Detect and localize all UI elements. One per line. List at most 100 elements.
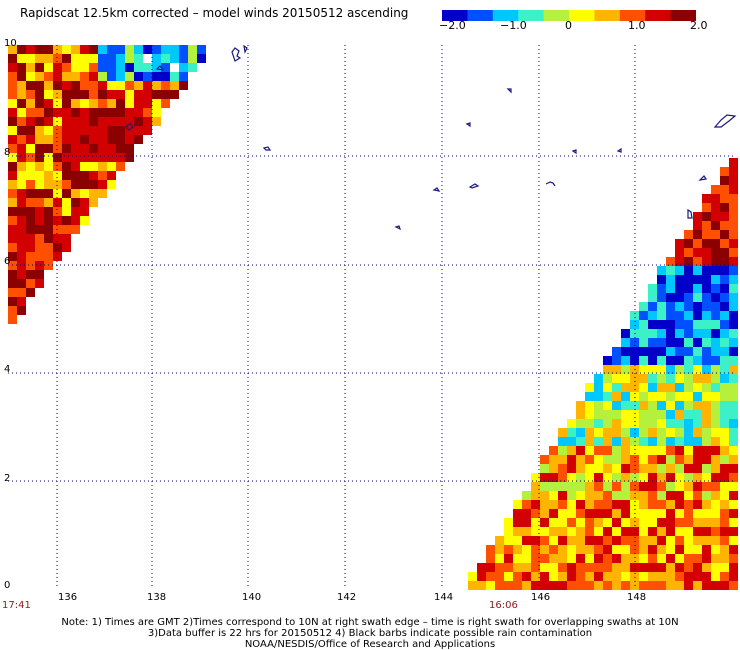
wind-cell bbox=[639, 455, 648, 464]
wind-cell bbox=[35, 54, 44, 63]
wind-cell bbox=[71, 99, 80, 108]
wind-cell bbox=[594, 491, 603, 500]
wind-cell bbox=[98, 189, 107, 198]
wind-cell bbox=[549, 545, 558, 554]
colorbar-segment bbox=[594, 10, 621, 21]
wind-cell bbox=[549, 563, 558, 572]
wind-cell bbox=[702, 581, 711, 590]
wind-cell bbox=[693, 311, 702, 320]
wind-cell bbox=[576, 428, 585, 437]
wind-cell bbox=[675, 302, 684, 311]
wind-cell bbox=[8, 99, 17, 108]
wind-cell bbox=[666, 311, 675, 320]
wind-cell bbox=[585, 572, 594, 581]
wind-cell bbox=[621, 464, 630, 473]
wind-cell bbox=[98, 126, 107, 135]
wind-cell bbox=[26, 81, 35, 90]
wind-cell bbox=[711, 437, 720, 446]
wind-cell bbox=[675, 284, 684, 293]
wind-cell bbox=[594, 473, 603, 482]
swath-time-label: 17:41 bbox=[2, 600, 31, 611]
wind-cell bbox=[62, 63, 71, 72]
wind-cell bbox=[197, 45, 206, 54]
wind-cell bbox=[35, 243, 44, 252]
wind-cell bbox=[684, 239, 693, 248]
wind-cell bbox=[711, 545, 720, 554]
wind-cell bbox=[486, 563, 495, 572]
wind-cell bbox=[522, 545, 531, 554]
wind-cell bbox=[648, 392, 657, 401]
wind-cell bbox=[504, 536, 513, 545]
wind-cell bbox=[702, 374, 711, 383]
wind-cell bbox=[549, 509, 558, 518]
wind-cell bbox=[62, 198, 71, 207]
wind-cell bbox=[62, 54, 71, 63]
wind-cell bbox=[711, 518, 720, 527]
wind-cell bbox=[53, 216, 62, 225]
wind-cell bbox=[89, 162, 98, 171]
wind-cell bbox=[44, 90, 53, 99]
wind-cell bbox=[585, 392, 594, 401]
wind-cell bbox=[639, 428, 648, 437]
wind-cell bbox=[594, 500, 603, 509]
wind-cell bbox=[116, 135, 125, 144]
wind-cell bbox=[675, 356, 684, 365]
colorbar-segment bbox=[467, 10, 494, 21]
wind-cell bbox=[152, 45, 161, 54]
wind-cell bbox=[648, 563, 657, 572]
wind-cell bbox=[675, 437, 684, 446]
wind-cell bbox=[720, 428, 729, 437]
wind-cell bbox=[657, 284, 666, 293]
wind-cell bbox=[125, 63, 134, 72]
wind-cell bbox=[8, 63, 17, 72]
wind-cell bbox=[720, 230, 729, 239]
wind-cell bbox=[8, 171, 17, 180]
wind-cell bbox=[134, 90, 143, 99]
wind-cell bbox=[35, 270, 44, 279]
wind-cell bbox=[720, 446, 729, 455]
wind-cell bbox=[648, 554, 657, 563]
wind-cell bbox=[531, 482, 540, 491]
wind-cell bbox=[540, 482, 549, 491]
wind-cell bbox=[711, 446, 720, 455]
wind-cell bbox=[612, 545, 621, 554]
wind-cell bbox=[702, 284, 711, 293]
wind-cell bbox=[71, 180, 80, 189]
wind-cell bbox=[98, 171, 107, 180]
wind-cell bbox=[612, 509, 621, 518]
wind-cell bbox=[62, 180, 71, 189]
wind-cell bbox=[612, 374, 621, 383]
wind-cell bbox=[702, 320, 711, 329]
wind-cell bbox=[98, 72, 107, 81]
wind-cell bbox=[125, 126, 134, 135]
wind-cell bbox=[35, 162, 44, 171]
wind-cell bbox=[675, 383, 684, 392]
wind-cell bbox=[603, 491, 612, 500]
wind-cell bbox=[630, 563, 639, 572]
wind-cell bbox=[495, 536, 504, 545]
wind-cell bbox=[693, 536, 702, 545]
wind-cell bbox=[62, 126, 71, 135]
wind-cell bbox=[729, 446, 738, 455]
wind-cell bbox=[17, 54, 26, 63]
wind-cell bbox=[729, 320, 738, 329]
y-tick-label: 8 bbox=[4, 147, 11, 158]
wind-cell bbox=[648, 581, 657, 590]
wind-cell bbox=[675, 248, 684, 257]
x-tick-label: 138 bbox=[147, 592, 167, 603]
wind-cell bbox=[558, 464, 567, 473]
wind-cell bbox=[152, 81, 161, 90]
wind-cell bbox=[711, 464, 720, 473]
wind-cell bbox=[657, 275, 666, 284]
wind-cell bbox=[26, 216, 35, 225]
wind-cell bbox=[603, 554, 612, 563]
wind-cell bbox=[648, 374, 657, 383]
wind-cell bbox=[26, 45, 35, 54]
wind-cell bbox=[8, 297, 17, 306]
y-tick-label: 4 bbox=[4, 364, 11, 375]
wind-cell bbox=[711, 248, 720, 257]
wind-cell bbox=[702, 419, 711, 428]
wind-cell bbox=[44, 252, 53, 261]
wind-cell bbox=[720, 572, 729, 581]
wind-cell bbox=[513, 563, 522, 572]
